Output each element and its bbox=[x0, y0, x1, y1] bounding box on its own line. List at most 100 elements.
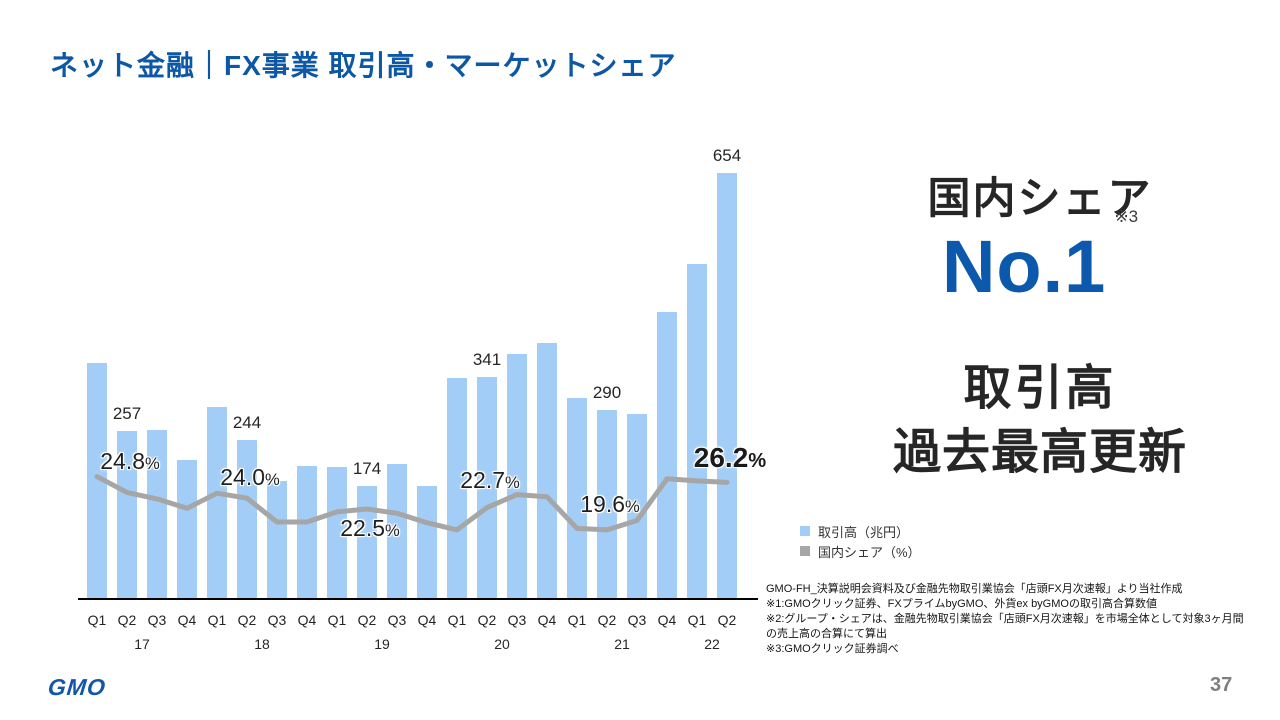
legend-swatch bbox=[800, 526, 810, 536]
x-axis-line bbox=[78, 598, 758, 600]
share-label-percent: % bbox=[505, 472, 520, 492]
x-axis-quarter-label: Q4 bbox=[657, 612, 677, 628]
share-point-label: 22.5% bbox=[310, 514, 430, 542]
share-point-label: 24.0% bbox=[190, 463, 310, 491]
x-axis-quarter-label: Q1 bbox=[687, 612, 707, 628]
bar-value-label: 174 bbox=[352, 458, 382, 478]
legend-item: 取引高（兆円） bbox=[800, 522, 921, 540]
bar-value-label: 244 bbox=[232, 412, 262, 432]
x-axis-quarter-label: Q2 bbox=[357, 612, 377, 628]
x-axis-quarter-label: Q2 bbox=[237, 612, 257, 628]
share-heading: 国内シェア bbox=[927, 175, 1153, 223]
bar-value-label: 257 bbox=[112, 404, 142, 424]
footnote-line: ※1:GMOクリック証券、FXプライムbyGMO、外貨ex byGMOの取引高合… bbox=[766, 598, 1157, 610]
share-label-number: 19.6 bbox=[580, 490, 626, 517]
legend-swatch bbox=[800, 546, 810, 556]
volume-bar bbox=[297, 466, 317, 599]
share-point-label: 19.6% bbox=[550, 490, 670, 518]
x-axis-quarter-label: Q2 bbox=[117, 612, 137, 628]
volume-bar bbox=[507, 353, 527, 599]
x-axis-quarter-label: Q2 bbox=[717, 612, 737, 628]
footnote-line: ※2:グループ・シェアは、金融先物取引業協会「店頭FX月次速報」を市場全体として… bbox=[766, 613, 1244, 625]
volume-bar bbox=[87, 363, 107, 599]
x-axis-year-label: 19 bbox=[374, 636, 390, 652]
share-line bbox=[94, 474, 730, 533]
legend-label: 国内シェア（%） bbox=[818, 544, 921, 560]
volume-highlight-line2: 過去最高更新 bbox=[892, 426, 1187, 479]
share-label-percent: % bbox=[385, 521, 400, 540]
x-axis-year-label: 20 bbox=[494, 636, 510, 652]
x-axis-quarter-label: Q3 bbox=[507, 612, 527, 628]
volume-bar bbox=[447, 378, 467, 599]
share-label-percent: % bbox=[748, 450, 767, 473]
footnote-line: の売上高の合算にて算出 bbox=[766, 628, 887, 640]
volume-bar bbox=[177, 459, 197, 599]
x-axis-quarter-label: Q1 bbox=[207, 612, 227, 628]
chart-legend: 取引高（兆円） 国内シェア（%） bbox=[800, 522, 921, 562]
volume-bar bbox=[537, 343, 557, 599]
x-axis-year-label: 18 bbox=[254, 636, 270, 652]
share-no1-value: No.1 bbox=[941, 225, 1107, 308]
legend-item: 国内シェア（%） bbox=[800, 542, 921, 560]
volume-highlight-line1: 取引高 bbox=[963, 362, 1117, 415]
volume-bar bbox=[477, 376, 497, 599]
volume-bar bbox=[627, 413, 647, 599]
share-label-number: 24.8 bbox=[100, 448, 146, 475]
bar-value-label: 654 bbox=[712, 145, 742, 165]
legend-label: 取引高（兆円） bbox=[818, 524, 910, 540]
share-label-number: 24.0 bbox=[220, 464, 266, 491]
x-axis-year-label: 17 bbox=[134, 636, 150, 652]
share-label-percent: % bbox=[265, 470, 280, 490]
share-label-number: 26.2 bbox=[693, 442, 749, 474]
volume-bar bbox=[567, 397, 587, 599]
x-axis-quarter-label: Q4 bbox=[177, 612, 197, 628]
volume-bar bbox=[657, 311, 677, 599]
volume-bar bbox=[417, 486, 437, 599]
share-label-percent: % bbox=[625, 496, 640, 516]
x-axis-quarter-label: Q1 bbox=[447, 612, 467, 628]
x-axis-quarter-label: Q1 bbox=[327, 612, 347, 628]
x-axis-quarter-label: Q4 bbox=[417, 612, 437, 628]
highlight-panel: 国内シェア No.1 ※3 取引高 過去最高更新 bbox=[862, 0, 1218, 500]
volume-bar bbox=[687, 263, 707, 599]
x-axis-quarter-label: Q3 bbox=[147, 612, 167, 628]
volume-bar bbox=[147, 429, 167, 599]
volume-bar bbox=[327, 466, 347, 599]
bar-value-label: 341 bbox=[472, 349, 502, 369]
x-axis-quarter-label: Q4 bbox=[537, 612, 557, 628]
volume-bar bbox=[597, 409, 617, 599]
share-label-number: 22.7 bbox=[460, 466, 506, 493]
x-axis-year-label: 22 bbox=[704, 636, 720, 652]
x-axis-quarter-label: Q1 bbox=[567, 612, 587, 628]
footnotes: GMO-FH_決算説明会資料及び金融先物取引業協会「店頭FX月次速報」より当社作… bbox=[766, 582, 1276, 657]
share-point-label: 24.8% bbox=[70, 447, 190, 475]
share-point-label: 22.7% bbox=[430, 466, 550, 494]
x-axis-quarter-label: Q3 bbox=[627, 612, 647, 628]
share-point-label: 26.2% bbox=[670, 442, 790, 474]
share-label-number: 22.5 bbox=[340, 515, 386, 541]
volume-bar bbox=[357, 485, 377, 599]
footnote-line: ※3:GMOクリック証券調べ bbox=[766, 643, 899, 655]
x-axis-quarter-label: Q4 bbox=[297, 612, 317, 628]
slide-title: ネット金融｜FX事業 取引高・マーケットシェア bbox=[50, 50, 677, 81]
x-axis-quarter-label: Q3 bbox=[267, 612, 287, 628]
volume-bar bbox=[387, 464, 407, 599]
footnote-line: GMO-FH_決算説明会資料及び金融先物取引業協会「店頭FX月次速報」より当社作… bbox=[766, 583, 1183, 595]
volume-bar bbox=[207, 406, 227, 599]
page-number: 37 bbox=[1210, 674, 1233, 696]
x-axis-year-label: 21 bbox=[614, 636, 630, 652]
bar-value-label: 290 bbox=[592, 382, 622, 402]
x-axis-quarter-label: Q2 bbox=[597, 612, 617, 628]
x-axis-quarter-label: Q2 bbox=[477, 612, 497, 628]
volume-bar bbox=[237, 439, 257, 599]
x-axis-quarter-label: Q3 bbox=[387, 612, 407, 628]
volume-bar bbox=[117, 431, 137, 599]
share-label-percent: % bbox=[145, 454, 160, 474]
x-axis-quarter-label: Q1 bbox=[87, 612, 107, 628]
share-no1: No.1 ※3 bbox=[862, 207, 1218, 309]
volume-bar bbox=[267, 481, 287, 599]
volume-bar bbox=[717, 172, 737, 599]
share-footnote-ref: ※3 bbox=[1114, 207, 1139, 227]
gmo-logo: GMO bbox=[46, 674, 108, 700]
